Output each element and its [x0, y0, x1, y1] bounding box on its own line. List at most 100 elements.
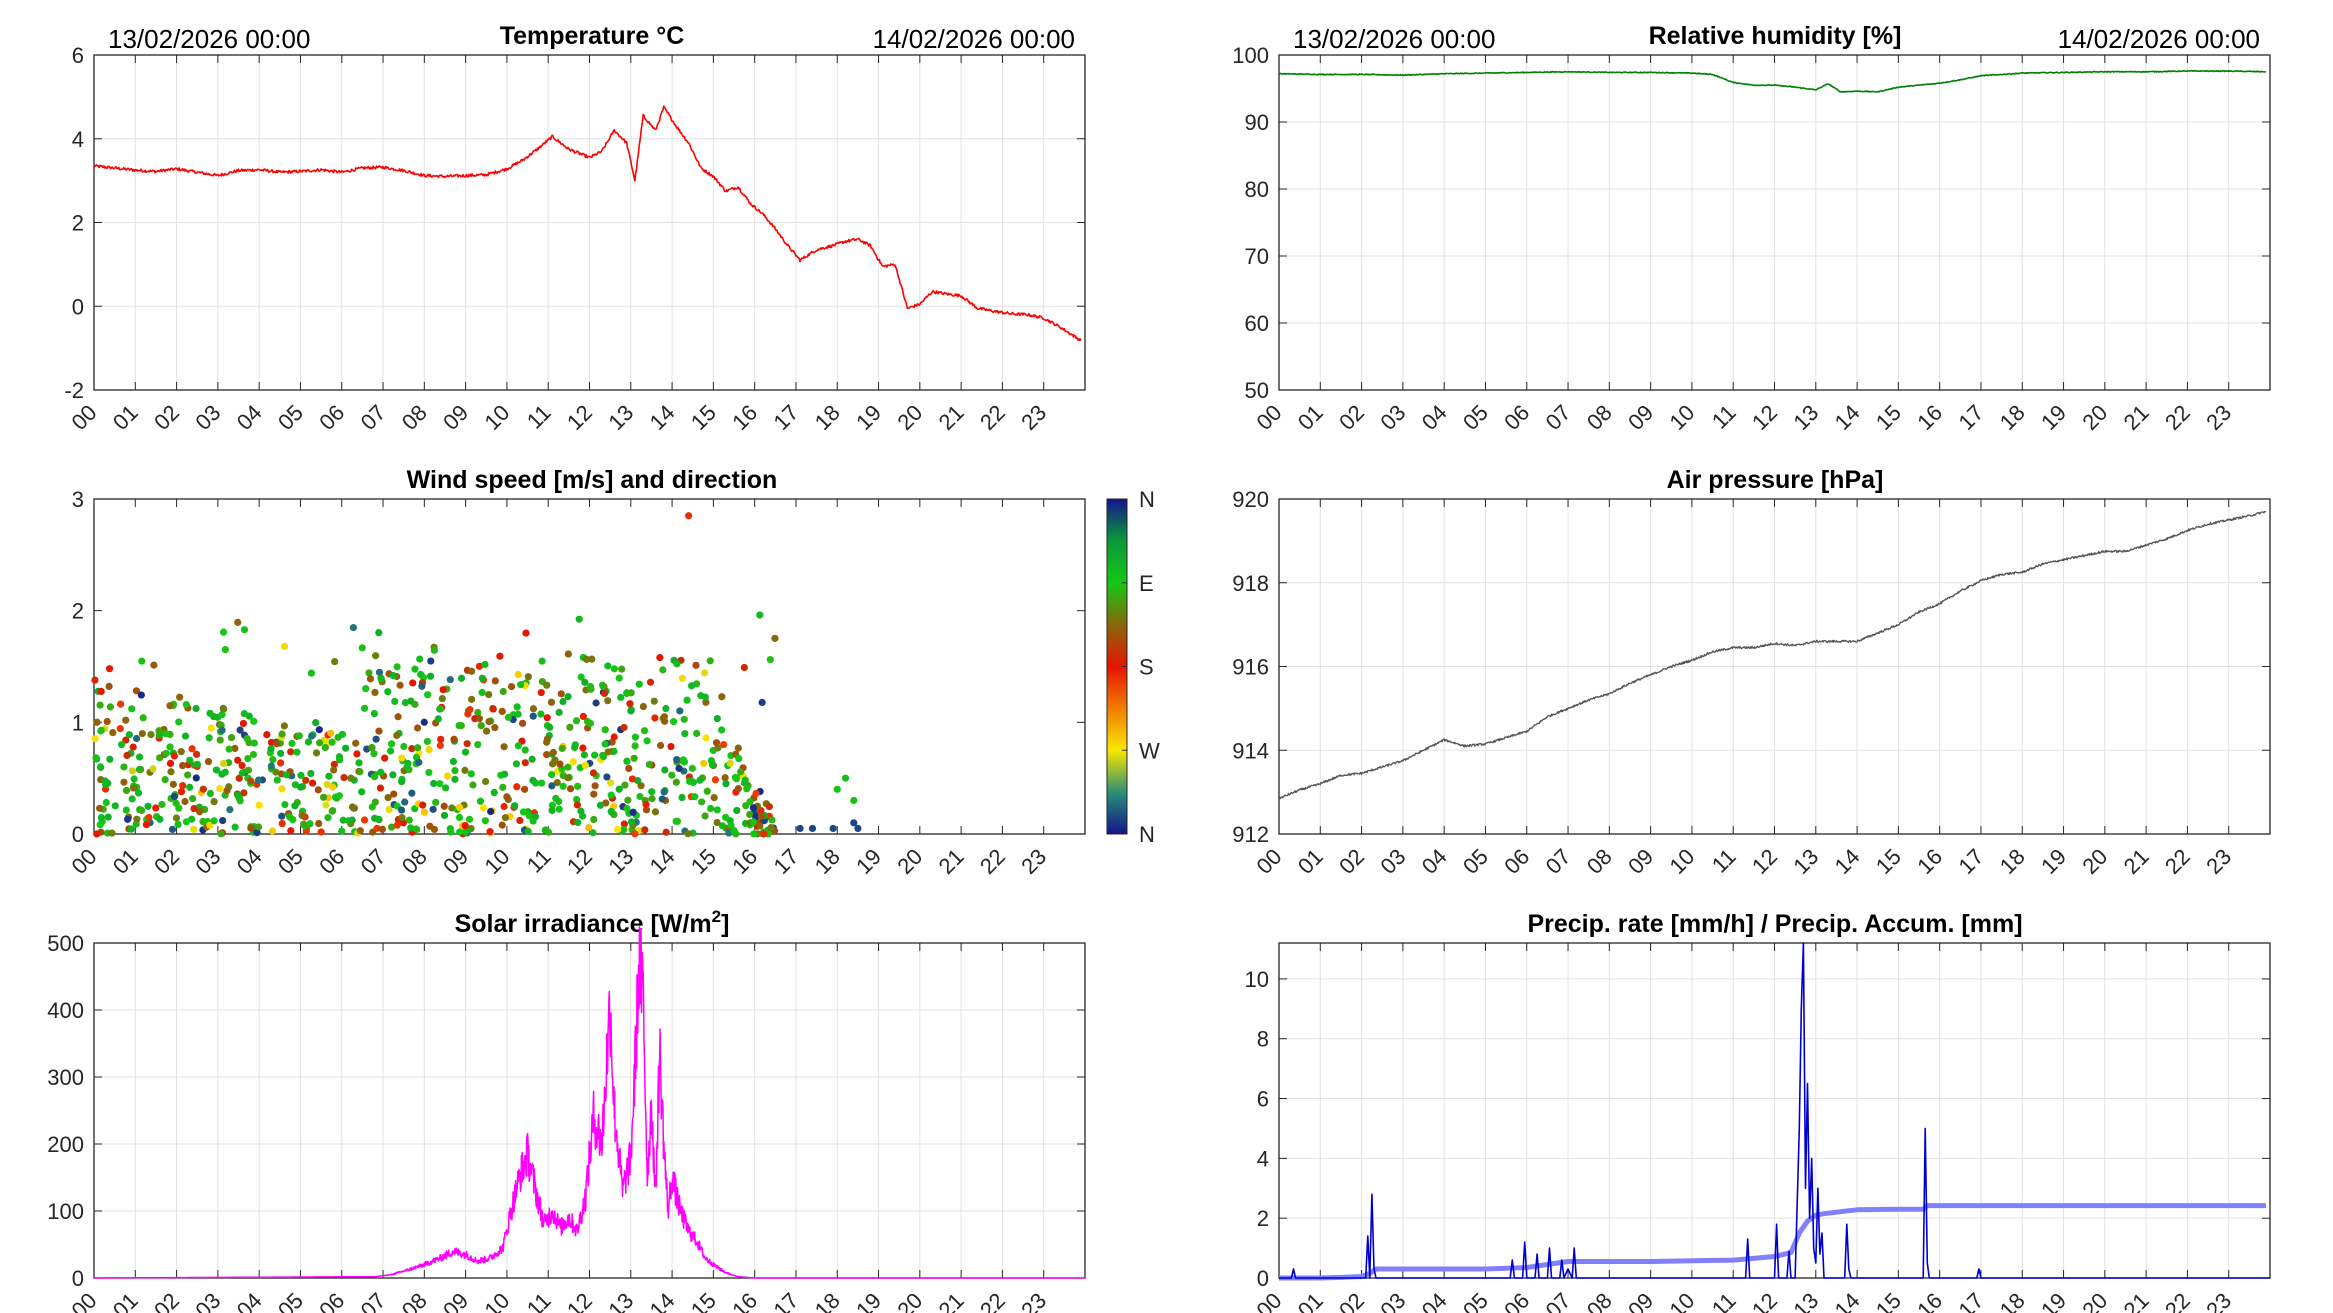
wind-point: [457, 674, 466, 682]
wind-point: [96, 804, 104, 812]
wind-point: [673, 660, 681, 668]
wind-point: [713, 818, 721, 827]
wind-point: [548, 806, 556, 815]
wind-point: [102, 781, 110, 789]
wind-xtick-label: 04: [232, 844, 267, 879]
wind-point: [338, 730, 347, 738]
wind-point: [317, 828, 325, 836]
humidity-ytick-label: 90: [1245, 110, 1269, 135]
wind-point: [199, 785, 207, 793]
wind-point: [688, 682, 696, 690]
humidity-plot: 00 01 02 03 04 05 06 07 08 09 10 11 12 13 14 15 16 17 18 19…: [1232, 43, 2271, 435]
wind-point: [448, 804, 456, 812]
wind-point: [329, 783, 337, 791]
wind-point: [637, 782, 645, 790]
wind-point: [366, 675, 375, 683]
wind-point: [640, 727, 649, 735]
wind-point: [139, 714, 147, 722]
wind-point: [358, 644, 366, 652]
wind-point: [490, 788, 498, 797]
wind-point: [425, 745, 433, 754]
wind-point: [391, 697, 399, 706]
wind-point: [661, 766, 669, 774]
wind-point: [116, 724, 124, 733]
wind-point: [481, 660, 489, 669]
solar-series-line: [93, 926, 1086, 1279]
wind-point: [766, 656, 774, 664]
wind-point: [680, 715, 688, 723]
wind-point: [355, 759, 363, 767]
wind-point: [371, 688, 379, 697]
precip-xtick-label: 08: [1582, 1288, 1617, 1313]
wind-point: [166, 759, 175, 767]
wind-point: [381, 754, 389, 762]
wind-point: [681, 730, 689, 738]
temperature-xtick-label: 06: [314, 400, 349, 435]
wind-point: [461, 828, 469, 836]
wind-point: [375, 629, 383, 637]
wind-xtick-label: 09: [438, 844, 473, 879]
wind-point: [544, 828, 552, 836]
wind-point: [397, 806, 406, 814]
wind-point: [278, 812, 286, 820]
pressure-xtick-label: 08: [1582, 844, 1617, 879]
temperature-xtick-label: 01: [108, 400, 143, 435]
wind-point: [168, 825, 177, 834]
wind-point: [196, 808, 204, 816]
pressure-xtick-label: 09: [1623, 844, 1658, 879]
humidity-xtick-label: 10: [1664, 400, 1699, 435]
wind-point: [525, 812, 533, 820]
wind-point: [631, 733, 639, 741]
wind-point: [97, 687, 105, 696]
temperature-xtick-label: 19: [851, 400, 886, 435]
wind-point: [186, 756, 194, 764]
wind-point: [117, 700, 125, 708]
wind-ytick-label: 0: [72, 822, 84, 847]
humidity-xtick-label: 04: [1417, 400, 1452, 435]
precip-ytick-label: 6: [1257, 1087, 1269, 1112]
precip-xtick-label: 06: [1499, 1288, 1534, 1313]
wind-point: [610, 747, 618, 755]
wind-point: [702, 734, 710, 742]
wind-point: [741, 776, 749, 784]
pressure-xtick-label: 07: [1541, 844, 1576, 879]
wind-point: [552, 794, 560, 803]
wind-point: [516, 816, 524, 825]
wind-point: [485, 717, 493, 726]
pressure-ytick-label: 918: [1232, 571, 1269, 596]
precip-xtick-label: 02: [1334, 1288, 1369, 1313]
wind-point: [528, 755, 536, 763]
wind-point: [449, 757, 458, 766]
wind-point: [269, 756, 277, 764]
wind-point: [273, 740, 281, 748]
wind-point: [315, 739, 324, 747]
wind-point: [491, 724, 499, 732]
wind-point: [620, 820, 628, 828]
humidity-xtick-label: 09: [1623, 400, 1658, 435]
wind-point: [487, 807, 495, 816]
wind-point: [465, 815, 474, 823]
temperature-xtick-label: 03: [190, 400, 225, 435]
precip-xtick-label: 05: [1458, 1288, 1493, 1313]
humidity-xtick-label: 14: [1830, 400, 1865, 435]
wind-point: [315, 819, 323, 828]
wind-point: [463, 740, 471, 748]
wind-point: [420, 808, 429, 816]
wind-point: [375, 727, 383, 735]
wind-point: [765, 803, 773, 811]
wind-point: [172, 814, 181, 822]
wind-point: [446, 676, 454, 684]
wind-point: [628, 775, 636, 783]
humidity-xtick-label: 23: [2201, 400, 2236, 435]
precip-ytick-label: 8: [1257, 1027, 1269, 1052]
wind-point: [500, 770, 509, 778]
precip-xtick-label: 20: [2077, 1288, 2112, 1313]
wind-point: [244, 766, 253, 774]
wind-point: [758, 698, 766, 707]
wind-point: [524, 673, 532, 681]
humidity-xtick-label: 13: [1788, 400, 1823, 435]
precip-xtick-label: 16: [1912, 1288, 1947, 1313]
wind-point: [133, 815, 141, 823]
wind-point: [710, 793, 718, 802]
